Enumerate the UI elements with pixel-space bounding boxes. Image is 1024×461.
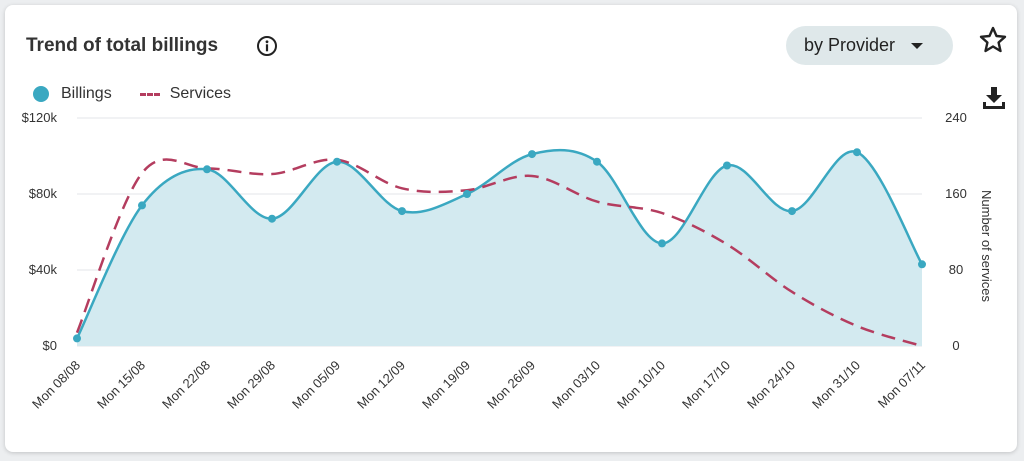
x-tick-label: Mon 10/10 (614, 358, 668, 412)
download-icon[interactable] (981, 85, 1007, 111)
x-tick-label: Mon 19/09 (419, 358, 473, 412)
chart-legend: Billings Services (33, 85, 231, 103)
x-tick-label: Mon 12/09 (354, 358, 408, 412)
y-left-tick-label: $0 (43, 338, 57, 353)
y-right-axis-label: Number of services (979, 190, 994, 302)
y-left-tick-label: $120k (22, 110, 58, 125)
y-right-tick-label: 80 (949, 262, 963, 277)
y-right-tick-label: 0 (952, 338, 959, 353)
x-tick-label: Mon 15/08 (94, 358, 148, 412)
x-tick-label: Mon 26/09 (484, 358, 538, 412)
legend-services-swatch[interactable] (139, 92, 160, 96)
billings-point (463, 190, 471, 198)
x-tick-label: Mon 22/08 (159, 358, 213, 412)
group-by-dropdown[interactable]: by Provider (786, 26, 953, 65)
y-right-tick-label: 160 (945, 186, 967, 201)
billings-point (593, 157, 601, 166)
billings-point (918, 260, 926, 269)
billings-area (77, 150, 922, 346)
card-title: Trend of total billings (26, 35, 219, 56)
dropdown-label: by Provider (804, 35, 896, 55)
billings-point (788, 207, 796, 216)
billings-point (853, 148, 861, 157)
legend-billings-swatch[interactable] (33, 86, 49, 102)
star-outline-icon[interactable] (978, 25, 1008, 55)
billings-point (333, 157, 341, 166)
x-tick-label: Mon 07/11 (875, 358, 928, 411)
billings-point (73, 334, 81, 343)
x-tick-label: Mon 08/08 (29, 358, 83, 412)
billings-point (203, 165, 211, 174)
x-tick-label: Mon 24/10 (744, 358, 798, 412)
billings-point (723, 161, 731, 170)
y-right-tick-label: 240 (945, 110, 967, 125)
billings-point (398, 207, 406, 216)
services-line (75, 158, 923, 348)
caret-down-icon (911, 42, 924, 49)
legend-services-label[interactable]: Services (169, 85, 232, 102)
billings-point (138, 201, 146, 210)
x-tick-label: Mon 17/10 (679, 358, 733, 412)
billings-point (268, 214, 276, 223)
billings-point (658, 239, 666, 248)
x-tick-label: Mon 05/09 (289, 358, 343, 412)
y-left-tick-label: $80k (29, 186, 58, 201)
legend-billings-label[interactable]: Billings (61, 85, 112, 102)
x-tick-label: Mon 31/10 (809, 358, 863, 412)
info-icon[interactable] (256, 35, 278, 57)
billings-point (528, 150, 536, 159)
x-tick-label: Mon 29/08 (224, 358, 278, 412)
y-left-tick-label: $40k (29, 262, 58, 277)
x-tick-label: Mon 03/10 (549, 358, 603, 412)
